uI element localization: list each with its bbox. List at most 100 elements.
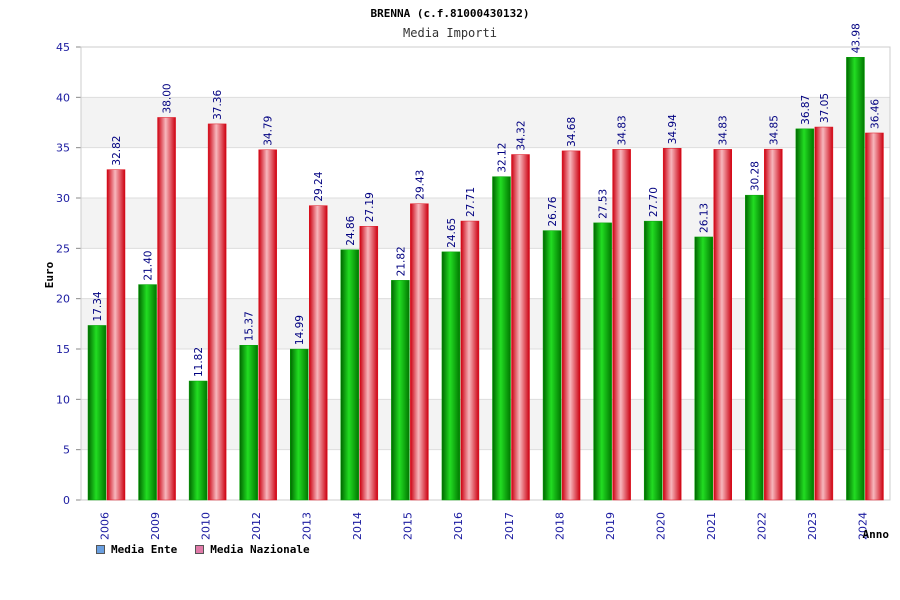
x-tick-label: 2022 <box>756 512 769 540</box>
bar-media-nazionale <box>814 126 834 501</box>
x-tick-label: 2016 <box>452 512 465 540</box>
y-tick-label: 5 <box>63 444 70 457</box>
y-tick-label: 10 <box>56 393 70 406</box>
bar-media-nazionale <box>106 169 126 501</box>
bar-media-ente <box>593 222 612 501</box>
bar-media-ente <box>138 284 157 501</box>
data-label: 11.82 <box>193 347 205 377</box>
bar-media-ente <box>340 249 360 501</box>
data-label: 26.76 <box>547 196 559 226</box>
data-label: 29.43 <box>414 170 426 200</box>
y-tick-label: 30 <box>56 192 70 205</box>
bar-media-ente <box>694 236 713 501</box>
data-label: 29.24 <box>313 171 325 201</box>
bar-media-ente <box>643 220 663 501</box>
bar-media-nazionale <box>460 220 480 501</box>
chart-subtitle: Media Importi <box>403 26 497 40</box>
x-tick-label: 2010 <box>199 512 212 540</box>
bar-media-nazionale <box>157 117 176 501</box>
bar-media-ente <box>290 348 309 501</box>
bar-media-nazionale <box>713 149 732 501</box>
bar-media-ente <box>239 345 258 501</box>
data-label: 30.28 <box>749 161 761 191</box>
data-label: 43.98 <box>850 23 862 53</box>
data-label: 36.46 <box>869 99 881 129</box>
legend: Media Ente Media Nazionale <box>96 543 310 556</box>
data-label: 27.53 <box>598 189 610 219</box>
y-axis-label: Euro <box>43 261 56 288</box>
bar-media-ente <box>441 251 461 501</box>
data-label: 34.94 <box>667 114 679 144</box>
plot-border <box>80 46 891 501</box>
bar-media-nazionale <box>561 150 581 501</box>
data-label: 14.99 <box>294 315 306 345</box>
data-label: 24.65 <box>446 218 458 248</box>
data-label: 34.68 <box>566 117 578 147</box>
data-label: 37.36 <box>212 90 224 120</box>
data-label: 27.19 <box>364 192 376 222</box>
x-tick-label: 2021 <box>705 512 718 540</box>
x-tick-label: 2017 <box>503 512 516 540</box>
bar-media-nazionale <box>359 226 379 501</box>
data-label: 21.40 <box>143 251 155 281</box>
data-label: 34.83 <box>718 115 730 145</box>
data-label: 24.86 <box>345 215 357 245</box>
bar-media-nazionale <box>511 154 530 501</box>
bar-media-nazionale <box>410 203 429 501</box>
legend-swatch-nazionale <box>195 545 205 554</box>
legend-label-nazionale: Media Nazionale <box>210 543 310 556</box>
bar-media-nazionale <box>207 123 227 501</box>
y-tick-label: 35 <box>56 142 70 155</box>
y-tick-label: 25 <box>56 242 70 255</box>
bar-media-nazionale <box>309 205 328 501</box>
bar-media-nazionale <box>612 149 631 501</box>
bar-media-nazionale <box>662 148 682 501</box>
y-tick-label: 40 <box>56 91 70 104</box>
x-tick-label: 2012 <box>250 512 263 540</box>
x-tick-label: 2020 <box>654 512 667 540</box>
x-tick-label: 2014 <box>351 512 364 540</box>
x-tick-label: 2019 <box>604 512 617 540</box>
bar-media-ente <box>87 325 107 501</box>
x-tick-label: 2006 <box>98 512 111 540</box>
data-label: 27.71 <box>465 187 477 217</box>
x-tick-label: 2015 <box>402 512 415 540</box>
y-tick-label: 45 <box>56 41 70 54</box>
legend-item-nazionale: Media Nazionale <box>195 543 310 556</box>
bar-media-nazionale <box>865 132 884 501</box>
x-tick-label: 2013 <box>301 512 314 540</box>
data-label: 34.32 <box>516 120 528 150</box>
x-tick-label: 2009 <box>149 512 162 540</box>
data-label: 21.82 <box>395 246 407 276</box>
data-label: 26.13 <box>699 203 711 233</box>
bar-media-nazionale <box>764 148 783 501</box>
bar-media-ente <box>795 128 815 501</box>
bar-media-ente <box>188 380 208 501</box>
bar-media-ente <box>492 176 511 501</box>
bar-media-nazionale <box>258 149 277 501</box>
data-label: 27.70 <box>648 187 660 217</box>
data-label: 34.79 <box>263 116 275 146</box>
x-axis-label: Anno <box>863 528 890 541</box>
x-tick-label: 2023 <box>806 512 819 540</box>
bar-media-ente <box>846 57 865 501</box>
bar-media-ente <box>391 280 410 501</box>
data-label: 34.83 <box>617 115 629 145</box>
x-tick-label: 2018 <box>553 512 566 540</box>
data-label: 37.05 <box>819 93 831 123</box>
data-label: 17.34 <box>92 291 104 321</box>
data-label: 32.82 <box>111 136 123 166</box>
bar-media-ente <box>542 230 562 501</box>
legend-item-ente: Media Ente <box>96 543 177 556</box>
data-label: 34.85 <box>768 115 780 145</box>
bar-media-ente <box>745 194 764 501</box>
x-tick-label: 2024 <box>857 512 870 540</box>
data-label: 38.00 <box>162 83 174 113</box>
legend-swatch-ente <box>96 545 105 554</box>
legend-label-ente: Media Ente <box>111 543 178 556</box>
y-tick-label: 15 <box>56 343 70 356</box>
data-label: 36.87 <box>800 95 812 125</box>
data-label: 32.12 <box>497 143 509 173</box>
y-tick-label: 20 <box>56 293 70 306</box>
